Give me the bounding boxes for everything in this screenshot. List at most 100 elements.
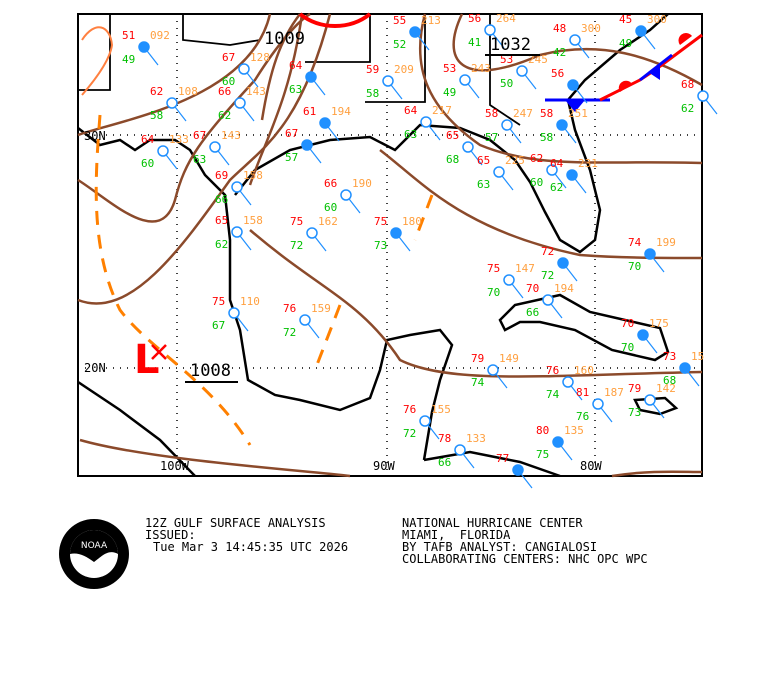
station-temperature: 62 bbox=[150, 85, 163, 98]
station-circle-icon bbox=[301, 139, 313, 151]
station-circle-icon bbox=[231, 181, 243, 193]
station-circle-icon bbox=[567, 79, 579, 91]
station-dewpoint: 70 bbox=[628, 260, 641, 273]
station-pressure: 155 bbox=[431, 403, 451, 416]
station-temperature: 66 bbox=[324, 177, 337, 190]
station-temperature: 70 bbox=[621, 317, 634, 330]
isobar bbox=[248, 13, 304, 186]
station-pressure: 143 bbox=[221, 129, 241, 142]
station-dewpoint: 60 bbox=[222, 75, 235, 88]
station-pressure: 158 bbox=[243, 214, 263, 227]
station-dewpoint: 52 bbox=[393, 38, 406, 51]
isobar bbox=[611, 470, 703, 478]
station-temperature: 51 bbox=[122, 29, 135, 42]
station-dewpoint: 63 bbox=[193, 153, 206, 166]
station-plot: 45 300 49 bbox=[619, 13, 667, 50]
political-borders bbox=[78, 14, 521, 126]
station-temperature: 75 bbox=[487, 262, 500, 275]
station-plot: 69 158 66 bbox=[215, 169, 263, 206]
station-temperature: 58 bbox=[540, 107, 553, 120]
station-temperature: 67 bbox=[193, 129, 206, 142]
station-plot: 64 63 bbox=[289, 59, 326, 96]
station-temperature: 77 bbox=[496, 452, 509, 465]
station-plot: 75 110 67 bbox=[212, 295, 260, 332]
lat-label-30n: 30N bbox=[84, 129, 106, 143]
station-pressure: 194 bbox=[331, 105, 351, 118]
station-temperature: 53 bbox=[443, 62, 456, 75]
station-circle-icon bbox=[679, 362, 691, 374]
station-pressure: 160 bbox=[574, 364, 594, 377]
station-circle-icon bbox=[556, 119, 568, 131]
station-plot: 51 092 49 bbox=[122, 29, 170, 66]
station-pressure: 194 bbox=[554, 282, 574, 295]
station-temperature: 68 bbox=[681, 78, 694, 91]
station-dewpoint: 63 bbox=[404, 128, 417, 141]
station-dewpoint: 74 bbox=[546, 388, 560, 401]
station-plot: 65 158 62 bbox=[215, 214, 263, 251]
station-dewpoint: 76 bbox=[576, 410, 589, 423]
station-temperature: 75 bbox=[212, 295, 225, 308]
station-plot: 56 264 41 bbox=[468, 12, 516, 49]
station-pressure: 199 bbox=[656, 236, 676, 249]
station-dewpoint: 73 bbox=[628, 406, 641, 419]
trough-east bbox=[413, 194, 434, 241]
station-circle-icon bbox=[644, 394, 656, 406]
station-plot: 67 57 bbox=[285, 127, 322, 164]
station-circle-icon bbox=[546, 164, 558, 176]
station-circle-icon bbox=[644, 248, 656, 260]
station-temperature: 66 bbox=[218, 85, 231, 98]
station-circle-icon bbox=[209, 141, 221, 153]
collaborating-centers: COLLABORATING CENTERS: NHC OPC WPC bbox=[402, 552, 648, 566]
station-circle-icon bbox=[635, 25, 647, 37]
station-plot: 75 162 72 bbox=[290, 215, 338, 252]
station-dewpoint: 63 bbox=[289, 83, 302, 96]
station-circle-icon bbox=[420, 116, 432, 128]
station-pressure: 264 bbox=[496, 12, 516, 25]
station-plot: 67 143 63 bbox=[193, 129, 241, 166]
station-plot: 75 147 70 bbox=[487, 262, 535, 299]
station-temperature: 64 bbox=[289, 59, 303, 72]
station-dewpoint: 68 bbox=[663, 374, 676, 387]
station-plot: 78 133 66 bbox=[438, 432, 486, 469]
station-dewpoint: 70 bbox=[487, 286, 500, 299]
trough-gulf bbox=[313, 304, 342, 371]
station-temperature: 80 bbox=[536, 424, 549, 437]
station-dewpoint: 72 bbox=[403, 427, 416, 440]
station-circle-icon bbox=[166, 97, 178, 109]
station-plot: 62 60 bbox=[530, 152, 567, 189]
station-dewpoint: 75 bbox=[536, 448, 549, 461]
station-plot: 68 62 bbox=[681, 78, 718, 115]
station-temperature: 78 bbox=[438, 432, 451, 445]
precip-area bbox=[81, 26, 114, 96]
station-pressure: 180 bbox=[402, 215, 422, 228]
station-temperature: 75 bbox=[374, 215, 387, 228]
low-center-x-icon bbox=[151, 344, 167, 360]
warm-front-semicircle bbox=[618, 33, 692, 92]
station-plot: 58 251 58 bbox=[540, 107, 588, 144]
station-temperature: 56 bbox=[468, 12, 481, 25]
station-plot: 72 72 bbox=[541, 245, 578, 282]
station-dewpoint: 62 bbox=[681, 102, 694, 115]
station-circle-icon bbox=[319, 117, 331, 129]
station-pressure: 108 bbox=[178, 85, 198, 98]
station-pressure: 217 bbox=[432, 104, 452, 117]
station-plot: 81 187 76 bbox=[576, 386, 624, 423]
station-plot: 66 143 62 bbox=[218, 85, 266, 122]
station-pressure: 190 bbox=[352, 177, 372, 190]
station-circle-icon bbox=[501, 119, 513, 131]
station-plot: 66 190 60 bbox=[324, 177, 372, 214]
station-plot: 79 142 73 bbox=[628, 382, 676, 419]
station-circle-icon bbox=[592, 398, 604, 410]
station-plot: 74 199 70 bbox=[628, 236, 676, 273]
station-pressure: 158 bbox=[243, 169, 263, 182]
station-temperature: 79 bbox=[471, 352, 484, 365]
station-plot: 61 194 bbox=[303, 105, 351, 142]
station-pressure: 209 bbox=[394, 63, 414, 76]
station-dewpoint: 57 bbox=[485, 131, 498, 144]
fronts bbox=[298, 12, 703, 112]
station-dewpoint: 57 bbox=[285, 151, 298, 164]
station-pressure: 300 bbox=[581, 22, 601, 35]
station-dewpoint: 58 bbox=[540, 131, 553, 144]
graticule bbox=[78, 14, 702, 476]
station-temperature: 70 bbox=[526, 282, 539, 295]
